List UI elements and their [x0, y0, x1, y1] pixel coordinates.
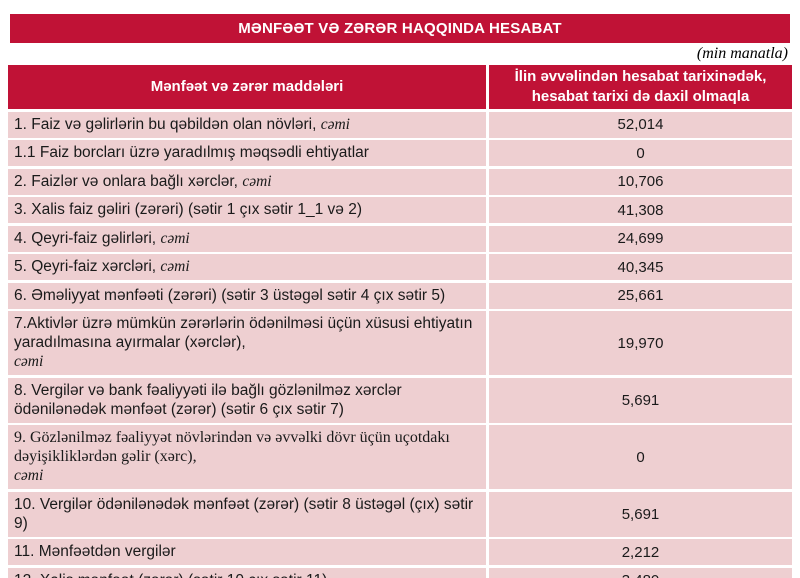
column-header-period-line1: İlin əvvəlindən hesabat tarixinədək,: [514, 68, 767, 85]
row-value-cell: 5,691: [489, 491, 792, 537]
column-header-period-line2: hesabat tarixi də daxil olmaqla: [531, 88, 750, 105]
row-label-text: 1.1 Faiz borcları üzrə yaradılmış məqsəd…: [14, 144, 369, 161]
row-label-text: 10. Vergilər ödənilənədək mənfəət (zərər…: [14, 495, 478, 532]
row-label-cell: 10. Vergilər ödənilənədək mənfəət (zərər…: [8, 491, 486, 537]
row-label-italic: cəmi: [160, 258, 190, 275]
row-label-italic: cəmi: [242, 172, 272, 190]
row-label-text: 5. Qeyri-faiz xərcləri,: [14, 258, 161, 275]
row-value: 40,345: [617, 258, 664, 276]
row-value: 3,480: [622, 572, 660, 578]
column-header-period: İlin əvvəlindən hesabat tarixinədək, hes…: [489, 65, 792, 109]
units-note: (min manatla): [696, 45, 788, 62]
row-value-cell: 5,691: [489, 377, 792, 423]
row-label-cell: 8. Vergilər və bank fəaliyyəti ilə bağlı…: [8, 377, 486, 423]
row-label-text: 9. Gözlənilməz fəaliyyət növlərindən və …: [14, 429, 454, 465]
row-value: 0: [636, 144, 645, 162]
row-value-cell: 40,345: [489, 254, 792, 280]
row-value-cell: 25,661: [489, 282, 792, 309]
row-label-text: 8. Vergilər və bank fəaliyyəti ilə bağlı…: [14, 381, 407, 418]
row-value: 25,661: [617, 287, 664, 304]
row-value-cell: 24,699: [489, 225, 792, 252]
row-label-italic: cəmi: [14, 353, 44, 370]
row-label-cell: 7.Aktivlər üzrə mümkün zərərlərin ödənil…: [8, 311, 486, 375]
row-label-cell: 5. Qeyri-faiz xərcləri, cəmi: [8, 254, 486, 280]
row-value: 52,014: [617, 116, 664, 133]
row-label-cell: 2. Faizlər və onlara bağlı xərclər, cəmi: [8, 168, 486, 195]
row-label-cell: 11. Mənfəətdən vergilər: [8, 539, 486, 565]
row-label-italic: cəmi: [320, 115, 350, 133]
row-label-text: 6. Əməliyyat mənfəəti (zərəri) (sətir 3 …: [14, 286, 446, 304]
row-value-cell: 3,480: [489, 567, 792, 578]
row-value: 19,970: [617, 334, 664, 352]
row-value-cell: 10,706: [489, 168, 792, 195]
row-value: 2,212: [621, 543, 660, 561]
row-value: 5,691: [621, 505, 660, 523]
row-label-text: 1. Faiz və gəlirlərin bu qəbildən olan n…: [14, 115, 321, 133]
row-label-text: 11. Mənfəətdən vergilər: [14, 543, 176, 560]
row-label-cell: 4. Qeyri-faiz gəlirləri, cəmi: [8, 225, 486, 252]
row-value: 10,706: [617, 173, 664, 190]
column-header-items-label: Mənfəət və zərər maddələri: [150, 78, 344, 95]
row-label-cell: 1. Faiz və gəlirlərin bu qəbildən olan n…: [8, 111, 486, 138]
row-label-italic: cəmi: [160, 229, 190, 247]
row-value-cell: 0: [489, 140, 792, 166]
row-label-text: 12. Xalis mənfəət (zərər) (sətir 10 çıx …: [14, 571, 327, 578]
row-label-text: 7.Aktivlər üzrə mümkün zərərlərin ödənil…: [14, 315, 477, 351]
row-value-cell: 41,308: [489, 197, 792, 223]
profit-loss-table: Mənfəət və zərər maddələri İlin əvvəlind…: [8, 65, 792, 578]
row-label-cell: 6. Əməliyyat mənfəəti (zərəri) (sətir 3 …: [8, 282, 486, 309]
row-label-text: 2. Faizlər və onlara bağlı xərclər,: [14, 172, 243, 190]
row-value: 41,308: [617, 201, 664, 219]
row-value-cell: 19,970: [489, 311, 792, 375]
row-label-italic: cəmi: [14, 467, 44, 484]
row-label-cell: 1.1 Faiz borcları üzrə yaradılmış məqsəd…: [8, 140, 486, 166]
row-value-cell: 52,014: [489, 111, 792, 138]
row-label-cell: 12. Xalis mənfəət (zərər) (sətir 10 çıx …: [8, 567, 486, 578]
column-header-items: Mənfəət və zərər maddələri: [8, 65, 486, 109]
row-value: 24,699: [617, 230, 664, 247]
row-value-cell: 2,212: [489, 539, 792, 565]
row-value-cell: 0: [489, 425, 792, 489]
report-title-bar: MƏNFƏƏT VƏ ZƏRƏR HAQQINDA HESABAT: [10, 14, 790, 43]
row-label-text: 4. Qeyri-faiz gəlirləri,: [14, 229, 161, 247]
row-value: 5,691: [621, 391, 660, 409]
row-value: 0: [636, 448, 645, 466]
row-label-cell: 3. Xalis faiz gəliri (zərəri) (sətir 1 ç…: [8, 197, 486, 223]
row-label-cell: 9. Gözlənilməz fəaliyyət növlərindən və …: [8, 425, 486, 489]
page-title: MƏNFƏƏT VƏ ZƏRƏR HAQQINDA HESABAT: [238, 20, 562, 37]
row-label-text: 3. Xalis faiz gəliri (zərəri) (sətir 1 ç…: [14, 201, 362, 218]
